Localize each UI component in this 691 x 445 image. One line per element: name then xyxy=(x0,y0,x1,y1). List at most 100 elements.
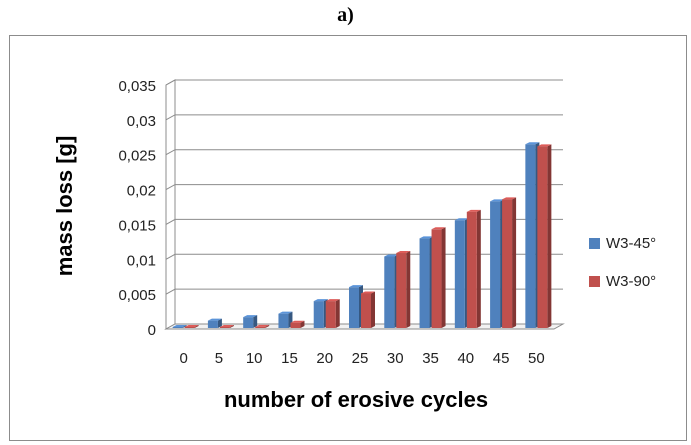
bar-front xyxy=(172,327,183,328)
bar xyxy=(290,320,305,328)
legend-swatch-w3-90 xyxy=(589,275,600,287)
bar-top xyxy=(255,324,270,327)
gridline xyxy=(165,149,563,156)
bar-front xyxy=(419,238,430,328)
bar-top xyxy=(207,318,222,321)
bar xyxy=(537,144,552,328)
y-tick-label: 0,025 xyxy=(118,148,156,165)
bar-side xyxy=(253,315,258,328)
bar-top xyxy=(184,325,199,327)
gridline xyxy=(165,218,563,225)
bar-front xyxy=(243,317,254,328)
bar-side xyxy=(371,291,375,328)
bar-side xyxy=(229,325,234,328)
x-tick-label: 30 xyxy=(387,350,404,367)
bar-top xyxy=(431,227,446,230)
y-tick-label: 0,02 xyxy=(127,183,156,200)
bar xyxy=(384,254,399,328)
bar xyxy=(525,142,540,328)
bar-front xyxy=(290,322,301,328)
bar-top xyxy=(490,199,505,202)
x-tick-label: 0 xyxy=(179,350,187,367)
bar-front xyxy=(466,211,477,328)
legend-label-w3-90: W3-90° xyxy=(606,272,657,290)
x-tick-label: 45 xyxy=(493,350,510,367)
y-tick-label: 0,035 xyxy=(118,78,156,95)
legend-item-w3-45: W3-45° xyxy=(589,233,656,253)
panel-label: a) xyxy=(337,4,354,26)
bar-side xyxy=(217,318,222,328)
bar-top xyxy=(502,197,517,200)
y-tick-label: 0,005 xyxy=(118,287,156,304)
x-tick-label: 10 xyxy=(246,350,263,367)
bar-front xyxy=(525,144,536,328)
bar-front xyxy=(502,199,513,328)
x-tick-label: 5 xyxy=(215,350,223,367)
bar xyxy=(419,236,434,328)
bar xyxy=(396,251,411,328)
bars xyxy=(172,142,552,328)
bar xyxy=(172,325,187,328)
bar-side xyxy=(476,209,481,328)
x-tick-label: 40 xyxy=(457,350,474,367)
tick-labels: 0 0,005 0,01 0,015 0,02 0,025 0,03 0,035 0 5 10 15 2… xyxy=(118,78,544,367)
y-tick-label: 0,03 xyxy=(127,113,156,130)
y-tick-label: 0,015 xyxy=(118,217,156,234)
bar-front xyxy=(219,327,230,328)
bar xyxy=(255,324,270,328)
legend-item-w3-90: W3-90° xyxy=(589,271,656,291)
bar-top xyxy=(396,251,411,254)
bar xyxy=(454,218,469,328)
bar-front xyxy=(490,201,501,328)
bar-side xyxy=(406,251,411,328)
bar xyxy=(219,325,234,328)
bar xyxy=(184,325,199,328)
bar xyxy=(490,199,505,328)
x-tick-label: 35 xyxy=(422,350,439,367)
bar-top xyxy=(172,325,187,327)
bar xyxy=(502,197,517,328)
bar-side xyxy=(182,325,187,328)
bar-side xyxy=(512,197,517,328)
bar-side xyxy=(441,227,446,328)
bar-side xyxy=(300,320,305,328)
y-tick-label: 0 xyxy=(148,322,156,339)
legend-label-w3-45: W3-45° xyxy=(606,234,657,252)
bar xyxy=(278,311,293,328)
bar-top xyxy=(454,218,469,221)
bar-side xyxy=(265,324,270,328)
x-axis-label: number of erosive cycles xyxy=(224,387,488,412)
bar-front xyxy=(384,256,395,328)
legend-swatch-w3-45 xyxy=(589,237,600,249)
bar xyxy=(349,285,363,328)
bar xyxy=(431,227,446,328)
bar-front xyxy=(361,293,371,328)
x-tick-label: 20 xyxy=(316,350,333,367)
bar-top xyxy=(384,254,399,257)
bar-front xyxy=(431,229,442,328)
bar xyxy=(325,299,340,328)
bar xyxy=(243,315,258,328)
y-axis-label: mass loss [g] xyxy=(52,136,77,277)
bar-side xyxy=(335,299,340,328)
bar xyxy=(207,318,222,328)
gridline xyxy=(165,114,563,121)
bar-top xyxy=(537,144,552,147)
bar-front xyxy=(396,253,407,328)
bar-top xyxy=(278,311,293,314)
x-tick-label: 50 xyxy=(528,350,545,367)
chart-frame xyxy=(9,35,687,441)
bar-top xyxy=(290,320,305,323)
bar-top xyxy=(325,299,340,302)
bar xyxy=(361,291,375,328)
bar-top xyxy=(313,299,328,302)
gridline xyxy=(165,79,563,86)
x-tick-label: 15 xyxy=(281,350,298,367)
gridline xyxy=(165,184,563,191)
legend: W3-45° W3-90° xyxy=(589,233,656,309)
bar xyxy=(313,299,328,328)
x-tick-label: 25 xyxy=(352,350,369,367)
bar-front xyxy=(278,313,289,328)
bar-front xyxy=(537,146,548,328)
